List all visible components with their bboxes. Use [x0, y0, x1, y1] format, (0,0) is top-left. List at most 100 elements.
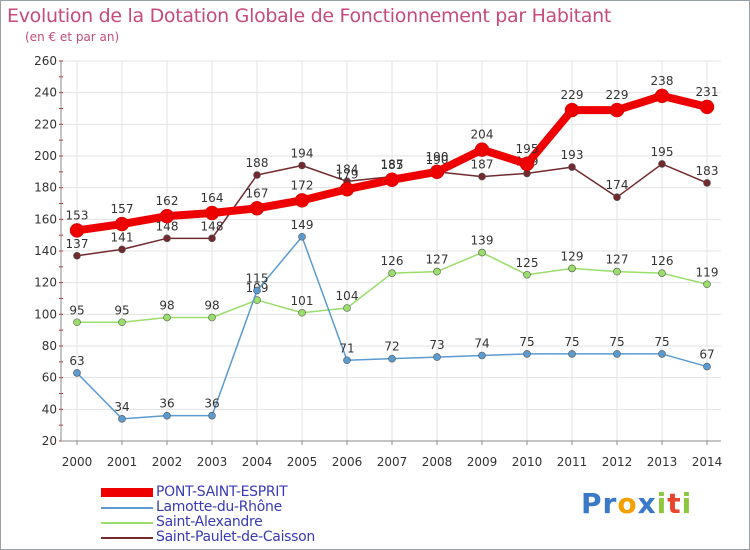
- data-point: [429, 164, 445, 180]
- data-label: 126: [651, 254, 674, 268]
- logo-letter: i: [681, 487, 693, 520]
- data-label: 139: [471, 234, 494, 248]
- data-point: [298, 232, 306, 241]
- data-label: 172: [291, 178, 314, 192]
- data-point: [613, 193, 621, 201]
- data-point: [343, 304, 351, 312]
- data-label: 71: [339, 341, 354, 355]
- data-label: 183: [696, 164, 719, 178]
- y-tick-label: 40: [42, 402, 57, 416]
- data-point: [294, 193, 310, 208]
- data-point: [118, 415, 126, 423]
- data-point: [163, 313, 171, 322]
- data-point: [208, 411, 216, 420]
- data-point: [118, 245, 126, 254]
- data-label: 72: [384, 340, 399, 354]
- data-point: [658, 269, 666, 277]
- data-point: [523, 270, 531, 279]
- legend-label: Lamotte-du-Rhône: [156, 499, 282, 515]
- x-tick-label: 2000: [62, 455, 93, 469]
- x-tick-label: 2005: [287, 455, 318, 469]
- y-tick-label: 240: [34, 86, 57, 100]
- y-tick-label: 60: [42, 371, 57, 385]
- data-label: 194: [291, 147, 314, 161]
- y-tick-label: 180: [34, 181, 57, 195]
- data-label: 187: [471, 158, 494, 172]
- logo-letter: P: [581, 487, 603, 520]
- data-point: [114, 216, 130, 232]
- data-label: 204: [471, 128, 494, 142]
- data-point: [343, 356, 351, 365]
- x-tick-label: 2003: [197, 455, 228, 469]
- data-label: 187: [381, 158, 404, 172]
- data-point: [298, 308, 306, 317]
- x-tick-label: 2008: [422, 455, 453, 469]
- data-point: [388, 269, 396, 277]
- y-tick-label: 120: [34, 276, 57, 290]
- logo-letter: o: [617, 487, 638, 520]
- data-label: 231: [696, 85, 719, 99]
- legend-swatch: [101, 507, 153, 509]
- data-label: 185: [381, 158, 404, 172]
- data-label: 174: [606, 178, 629, 192]
- x-tick-label: 2009: [467, 455, 498, 469]
- data-point: [519, 156, 535, 172]
- data-label: 67: [699, 348, 714, 362]
- logo-letter: x: [637, 487, 657, 520]
- y-tick-label: 20: [42, 434, 57, 448]
- data-point: [118, 318, 126, 327]
- legend-label: Saint-Paulet-de-Caisson: [156, 529, 316, 545]
- data-label: 115: [246, 272, 269, 286]
- data-label: 127: [606, 253, 629, 267]
- y-tick-label: 220: [34, 117, 57, 131]
- data-label: 75: [609, 335, 624, 349]
- data-label: 149: [291, 218, 314, 232]
- data-point: [613, 350, 621, 358]
- data-label: 184: [336, 162, 359, 176]
- logo-letter: i: [656, 487, 668, 520]
- data-label: 98: [159, 299, 174, 313]
- data-label: 34: [114, 400, 129, 414]
- y-tick-label: 100: [34, 307, 57, 321]
- data-point: [658, 160, 666, 168]
- data-point: [478, 172, 486, 181]
- data-point: [703, 362, 711, 371]
- data-point: [699, 99, 715, 115]
- data-point: [658, 350, 666, 358]
- x-tick-label: 2007: [377, 455, 408, 469]
- data-label: 63: [69, 354, 84, 368]
- legend-label: Saint-Alexandre: [156, 514, 263, 530]
- data-label: 74: [474, 337, 489, 351]
- data-point: [208, 313, 216, 322]
- data-point: [208, 234, 216, 243]
- data-point: [474, 142, 490, 157]
- x-tick-label: 2013: [647, 455, 678, 469]
- data-label: 98: [204, 299, 219, 313]
- x-tick-label: 2004: [242, 455, 273, 469]
- data-point: [253, 286, 261, 295]
- x-tick-label: 2010: [512, 455, 543, 469]
- data-label: 129: [561, 249, 584, 263]
- data-point: [163, 234, 171, 243]
- data-label: 73: [429, 338, 444, 352]
- data-point: [568, 264, 576, 273]
- data-label: 101: [291, 294, 314, 308]
- data-label: 229: [561, 88, 584, 102]
- data-point: [478, 351, 486, 360]
- data-label: 190: [426, 150, 449, 164]
- data-label: 125: [516, 256, 539, 270]
- data-point: [73, 318, 81, 327]
- x-tick-label: 2014: [692, 455, 723, 469]
- data-label: 195: [651, 145, 674, 159]
- data-label: 137: [66, 237, 89, 251]
- data-label: 167: [246, 186, 269, 200]
- data-point: [433, 353, 441, 361]
- data-point: [433, 267, 441, 276]
- data-label: 238: [651, 74, 674, 88]
- series-saint-alexandre: 9595989810910110412612713912512912712611…: [69, 234, 718, 327]
- data-label: 127: [426, 253, 449, 267]
- data-label: 188: [246, 156, 269, 170]
- data-label: 162: [156, 194, 179, 208]
- data-label: 126: [381, 254, 404, 268]
